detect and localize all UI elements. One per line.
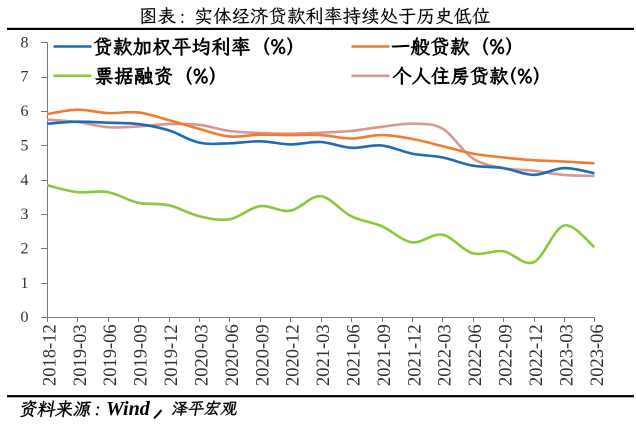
svg-text:2020-09: 2020-09 — [253, 324, 273, 386]
svg-text:2022-12: 2022-12 — [527, 324, 547, 386]
svg-text:2023-06: 2023-06 — [588, 324, 608, 386]
svg-text:2020-12: 2020-12 — [284, 324, 304, 386]
svg-text:2018-12: 2018-12 — [40, 324, 60, 386]
svg-text:2019-06: 2019-06 — [101, 324, 121, 386]
svg-text:1: 1 — [21, 275, 29, 292]
svg-text:5: 5 — [21, 137, 29, 154]
svg-text:0: 0 — [21, 309, 29, 326]
svg-text:7: 7 — [21, 69, 29, 86]
svg-text:2: 2 — [21, 241, 29, 258]
svg-text:2021-06: 2021-06 — [345, 324, 365, 386]
svg-text:2019-09: 2019-09 — [132, 324, 152, 386]
svg-text:2021-12: 2021-12 — [405, 324, 425, 386]
svg-text:2021-03: 2021-03 — [314, 324, 334, 386]
svg-text:4: 4 — [21, 172, 29, 189]
svg-text:2020-06: 2020-06 — [223, 324, 243, 386]
svg-text:2019-12: 2019-12 — [162, 324, 182, 386]
svg-text:2021-09: 2021-09 — [375, 324, 395, 386]
svg-text:2022-09: 2022-09 — [497, 324, 517, 386]
svg-text:2022-03: 2022-03 — [436, 324, 456, 386]
svg-text:Wind: Wind — [106, 398, 151, 420]
svg-text:8: 8 — [21, 34, 29, 51]
svg-text:2022-06: 2022-06 — [466, 324, 486, 386]
svg-text:6: 6 — [21, 103, 29, 120]
svg-text:2020-03: 2020-03 — [193, 324, 213, 386]
svg-text:2023-03: 2023-03 — [557, 324, 577, 386]
svg-text:2019-03: 2019-03 — [71, 324, 91, 386]
svg-text:3: 3 — [21, 206, 29, 223]
